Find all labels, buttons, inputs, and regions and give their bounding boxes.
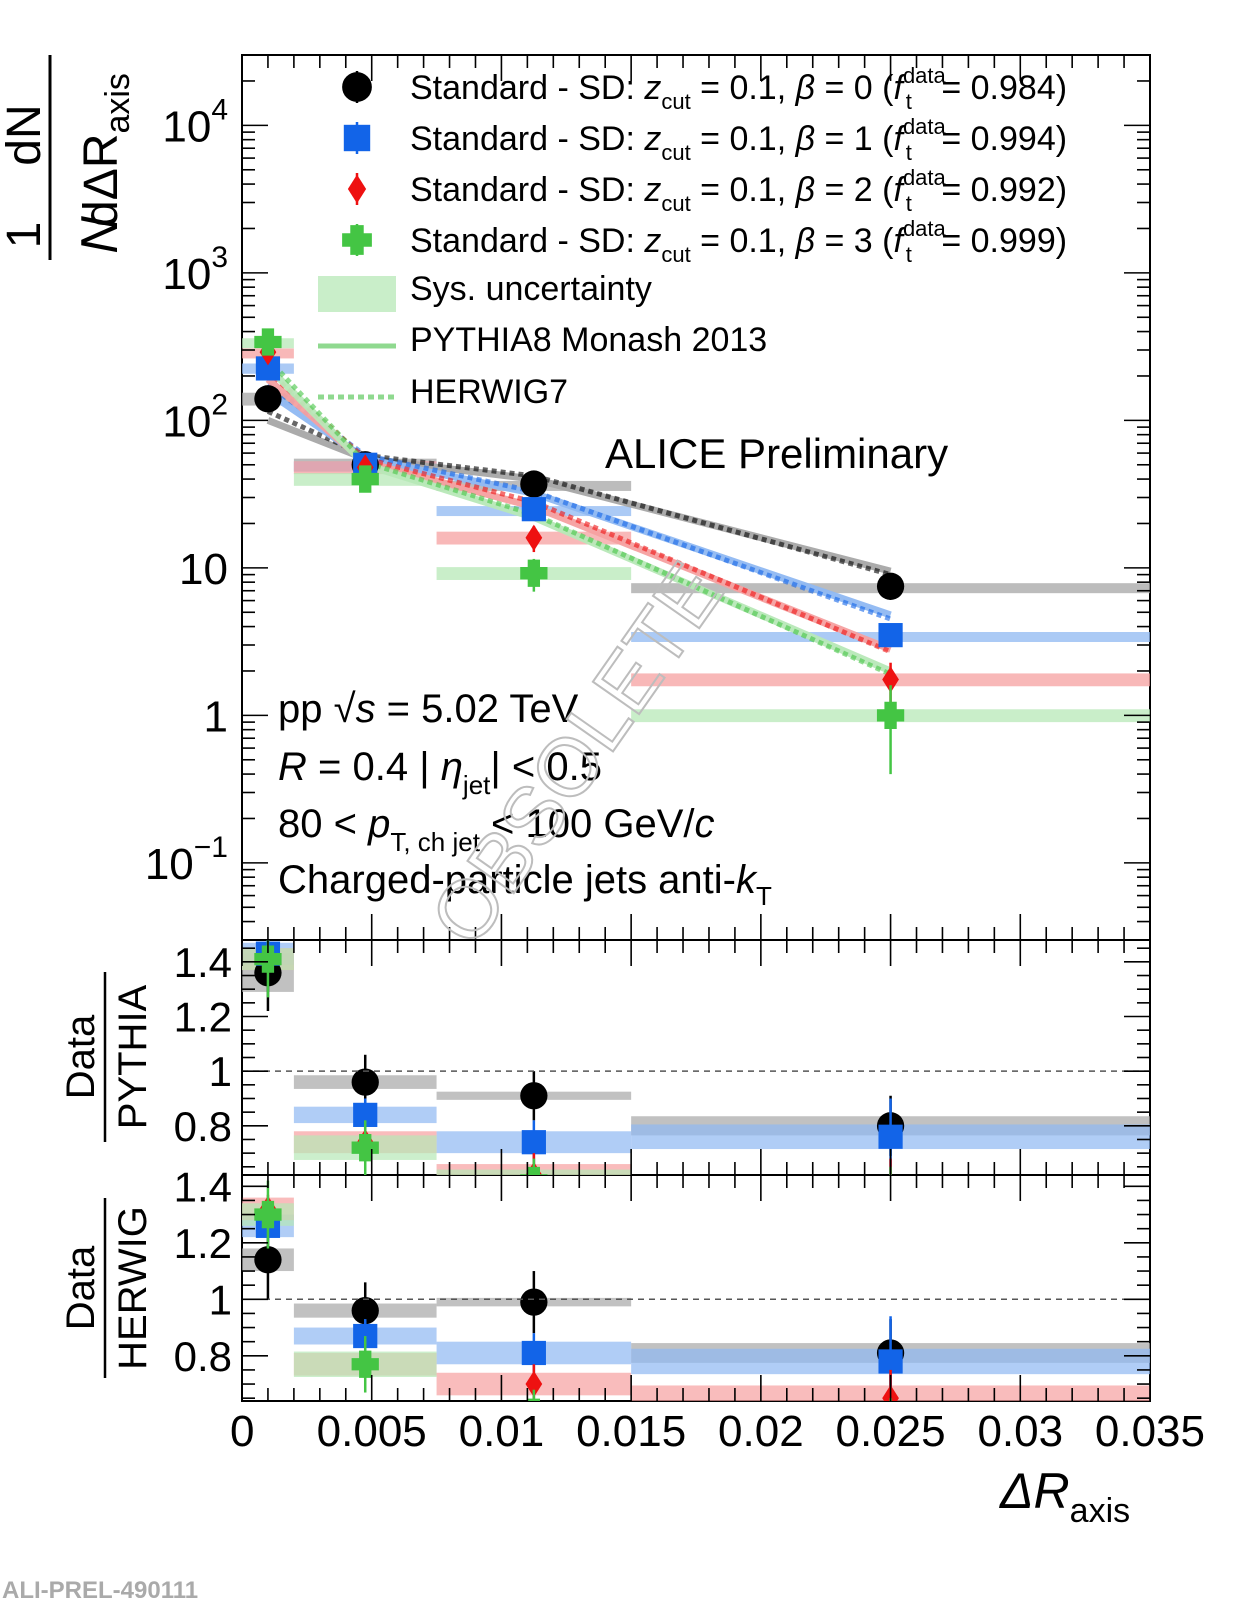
legend: Standard - SD: zcut = 0.1, β = 0 (fdata t… <box>318 63 1067 411</box>
ratio-pythia-point-beta0-bin2 <box>520 1082 548 1110</box>
x-axis-title: ΔRaxis <box>999 1463 1130 1530</box>
ratio-pythia-point-beta1-bin2 <box>521 1130 546 1155</box>
data-point-beta2-bin2 <box>525 524 543 551</box>
ratio-herwig-point-beta3-bin0 <box>254 1200 282 1229</box>
footer-id: ALI-PREL-490111 <box>2 1577 198 1604</box>
x-tick-label-1: 0.005 <box>317 1407 427 1456</box>
info-line-jets: Charged-particle jets anti-kT <box>278 858 772 911</box>
y-tick-label-2: 102 <box>162 388 228 446</box>
ratio0-y-tick-label-2: 1.2 <box>174 994 232 1041</box>
svg-text:dΔRaxis: dΔRaxis <box>75 73 137 227</box>
ratio-herwig-point-beta3-bin1 <box>351 1350 379 1378</box>
main-model-curves <box>265 357 892 677</box>
y-axis-title-n: N <box>71 216 129 254</box>
y-axis-title-d: dΔR <box>75 134 128 227</box>
y-tick-label-5: 10−1 <box>145 831 228 889</box>
legend-entry-beta3: Standard - SD: zcut = 0.1, β = 3 (fdata t… <box>410 216 1067 267</box>
legend-sys-swatch <box>318 276 396 312</box>
pythia-curve-beta1 <box>265 389 892 619</box>
ratio1-y-tick-label-1: 1 <box>209 1276 232 1323</box>
ratio1-y-tick-label-3: 1.4 <box>174 1163 232 1210</box>
x-axis: 0 0.005 0.01 0.015 0.02 0.025 0.03 0.035 <box>230 1407 1205 1456</box>
main-data-points <box>254 328 905 775</box>
data-point-beta2-bin3 <box>882 666 899 693</box>
ratio0-y-tick-label-1: 1 <box>209 1048 232 1095</box>
data-point-beta0-bin2 <box>520 470 548 498</box>
ratio-herwig-point-beta3-bin2 <box>527 1398 541 1401</box>
ratio1-y-tick-label-0: 0.8 <box>174 1333 232 1380</box>
ratio-herwig-point-beta2-bin2 <box>525 1370 543 1398</box>
data-point-beta3-bin3 <box>876 701 905 730</box>
ratio-herwig-point-beta0-bin0 <box>254 1246 282 1274</box>
y-axis-title-one: 1 <box>0 222 51 249</box>
y-axis-title-sub: axis <box>99 73 137 133</box>
ratio-pythia-point-beta3-bin1 <box>351 1134 379 1162</box>
info-text: pp √s = 5.02 TeV R = 0.4 | ηjet| < 0.5 8… <box>278 687 772 911</box>
legend-sys-label: Sys. uncertainty <box>410 270 652 308</box>
ratio-herwig-title: Data HERWIG <box>59 1198 155 1378</box>
experiment-label: ALICE Preliminary <box>605 430 948 477</box>
y-tick-label-3: 10 <box>179 545 228 594</box>
ratio0-y-tick-label-3: 1.4 <box>174 939 232 986</box>
data-point-beta0-bin0 <box>254 385 282 413</box>
ratio-pythia-title: Data PYTHIA <box>59 972 155 1142</box>
ratio-pythia-point-beta1-bin3 <box>878 1124 903 1149</box>
ratio-pythia-point-beta3-bin0 <box>254 945 282 973</box>
ratio-herwig-axes: 0.8 1 1.2 1.4 <box>174 1163 1151 1401</box>
data-point-beta3-bin1 <box>351 465 379 493</box>
ratio-pythia-den: PYTHIA <box>111 984 155 1129</box>
y-tick-label-4: 1 <box>204 692 228 741</box>
data-point-beta3-bin0 <box>254 328 282 356</box>
ratio-herwig-point-beta0-bin2 <box>520 1288 548 1316</box>
data-point-beta0-bin3 <box>876 572 905 600</box>
ratio0-y-tick-label-0: 0.8 <box>174 1103 232 1150</box>
ratio-pythia-point-beta0-bin1 <box>351 1068 379 1096</box>
x-tick-label-6: 0.03 <box>977 1407 1063 1456</box>
info-line-radius: R = 0.4 | ηjet| < 0.5 <box>278 745 602 800</box>
legend-entry-beta0: Standard - SD: zcut = 0.1, β = 0 (fdata t… <box>410 63 1067 114</box>
x-tick-label-5: 0.025 <box>836 1407 946 1456</box>
herwig-curve-beta0 <box>266 409 892 578</box>
legend-herwig-label: HERWIG7 <box>410 373 568 411</box>
ratio-pythia-point-beta3-bin2 <box>520 1166 548 1175</box>
x-tick-label-2: 0.01 <box>459 1407 545 1456</box>
y-axis-title: 1 N dN dΔRaxis <box>0 55 137 260</box>
y-axis-title-dn: dN <box>0 104 51 165</box>
x-tick-label-3: 0.015 <box>576 1407 686 1456</box>
y-tick-label-0: 104 <box>162 93 228 151</box>
legend-entry-beta1: Standard - SD: zcut = 0.1, β = 1 (fdata t… <box>410 114 1067 165</box>
ratio-pythia-num: Data <box>59 1014 103 1099</box>
ratio-herwig-point-beta1-bin3 <box>878 1349 903 1374</box>
ratio-herwig-den: HERWIG <box>111 1206 155 1370</box>
herwig-curve-beta3 <box>266 357 892 677</box>
x-tick-label-4: 0.02 <box>718 1407 804 1456</box>
ratio-pythia-axes: 0.8 1 1.2 1.4 <box>174 939 1151 1175</box>
legend-entry-beta2: Standard - SD: zcut = 0.1, β = 2 (fdata t… <box>410 165 1067 216</box>
data-point-beta1-bin3 <box>878 623 903 648</box>
herwig-curve-beta1 <box>266 382 892 622</box>
info-line-pt: 80 < pT, ch jet < 100 GeV/c <box>278 802 715 857</box>
data-point-beta1-bin2 <box>521 497 546 522</box>
ratio1-y-tick-label-2: 1.2 <box>174 1220 232 1267</box>
ratio-herwig-num: Data <box>59 1245 103 1330</box>
x-tick-label-7: 0.035 <box>1095 1407 1205 1456</box>
ratio-pythia-content <box>242 940 1150 1175</box>
x-tick-label-0: 0 <box>230 1407 254 1456</box>
ratio-herwig-point-beta0-bin1 <box>351 1296 379 1325</box>
y-tick-label-1: 103 <box>162 241 228 299</box>
info-line-energy: pp √s = 5.02 TeV <box>278 687 579 731</box>
data-point-beta3-bin2 <box>520 559 548 587</box>
ratio-herwig-point-beta1-bin2 <box>521 1340 546 1366</box>
legend-pythia-label: PYTHIA8 Monash 2013 <box>410 321 767 359</box>
